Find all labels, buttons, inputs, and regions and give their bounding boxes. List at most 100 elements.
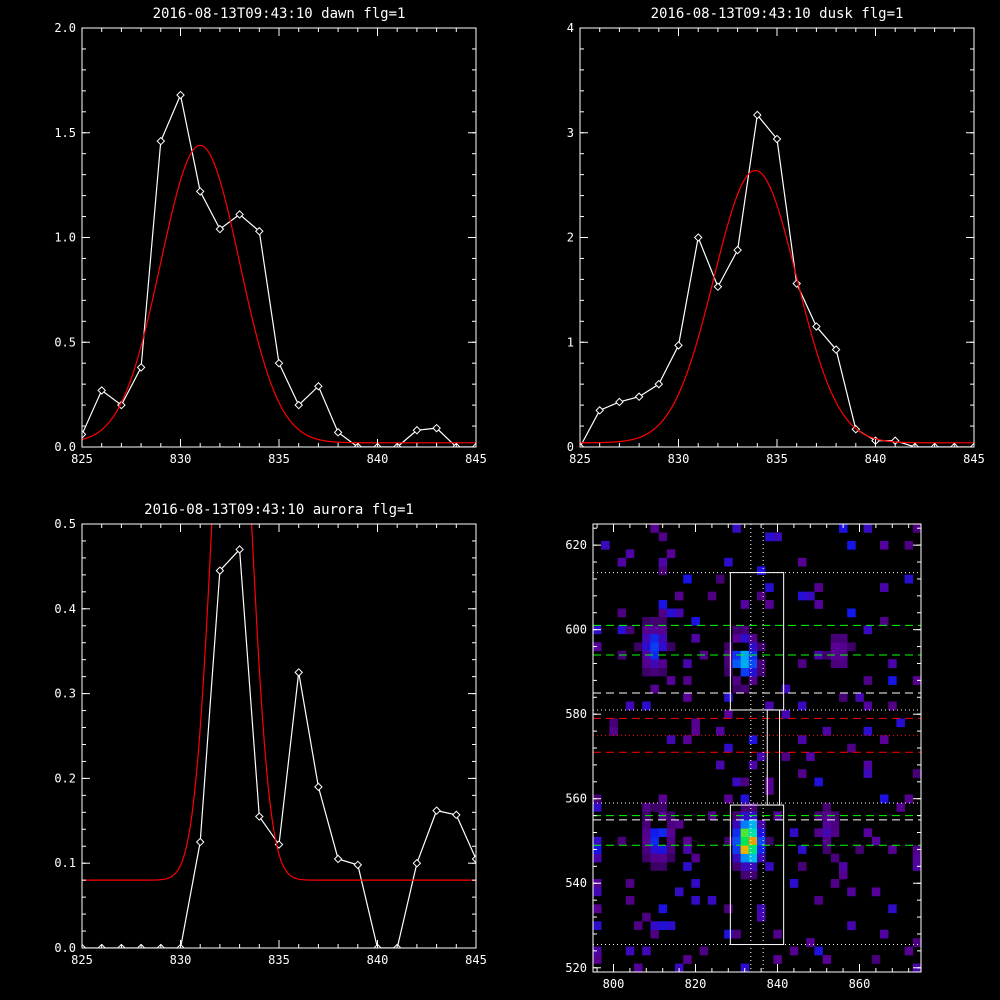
heat-pixel xyxy=(634,921,643,931)
heat-pixel xyxy=(740,794,750,804)
heat-pixel xyxy=(740,650,750,660)
heat-pixel xyxy=(863,524,873,533)
data-point xyxy=(82,430,87,439)
dusk-plot: 825 830 835 840 845 0 1 2 3 4 2016-08-13T09:43:10 … xyxy=(567,6,985,466)
heat-pixel xyxy=(642,828,651,838)
heat-pixel xyxy=(650,659,659,668)
heat-pixel xyxy=(658,642,668,652)
heat-pixel xyxy=(847,642,856,652)
x-tick-label: 835 xyxy=(766,452,788,466)
heat-pixel xyxy=(724,667,733,677)
x-tick-label: 835 xyxy=(268,452,290,466)
heat-pixel xyxy=(863,760,873,770)
heat-pixel xyxy=(617,557,627,567)
data-point xyxy=(412,858,422,868)
heat-pixel xyxy=(658,625,668,635)
heat-pixel xyxy=(765,862,774,871)
heat-pixel xyxy=(863,769,873,778)
heat-pixel xyxy=(904,540,914,550)
heat-pixel xyxy=(666,921,676,931)
heat-pixel xyxy=(675,963,684,972)
heat-pixel xyxy=(757,591,766,601)
data-point xyxy=(195,187,205,196)
heat-pixel xyxy=(748,845,758,854)
heat-pixel xyxy=(822,836,832,846)
heat-pixel xyxy=(896,718,905,728)
heat-pixel xyxy=(609,726,618,736)
heat-pixel xyxy=(748,760,758,770)
heat-pixel xyxy=(732,633,741,643)
heat-pixel xyxy=(814,828,823,838)
heat-pixel xyxy=(732,845,741,854)
heat-pixel xyxy=(732,684,741,694)
data-point xyxy=(812,322,821,331)
heat-pixel xyxy=(650,625,659,635)
heat-pixel xyxy=(765,532,774,542)
heat-pixel xyxy=(740,828,750,838)
heat-pixel xyxy=(724,659,733,668)
heat-pixel xyxy=(683,676,692,685)
heat-pixel xyxy=(798,701,807,711)
heat-pixel xyxy=(765,583,774,592)
data-point xyxy=(82,943,87,948)
heat-pixel xyxy=(814,777,823,787)
heat-pixel xyxy=(691,726,700,736)
y-tick-label: 0.5 xyxy=(54,335,76,349)
heat-pixel xyxy=(707,895,717,905)
x-tick-label: 840 xyxy=(367,953,389,967)
heat-pixel xyxy=(912,853,921,863)
heat-pixel xyxy=(855,693,864,702)
heat-pixel xyxy=(798,769,807,778)
heat-pixel xyxy=(691,853,700,863)
heat-pixel xyxy=(880,540,889,550)
heat-pixel xyxy=(847,540,856,550)
heat-pixel xyxy=(732,929,741,939)
heat-pixel xyxy=(822,802,832,812)
heat-pixel xyxy=(781,709,791,719)
heat-pixel xyxy=(732,862,741,871)
heat-pixel xyxy=(642,836,651,846)
heat-pixel xyxy=(716,726,725,736)
chart-title: 2016-08-13T09:43:10 dusk flg=1 xyxy=(651,6,904,22)
fit-curve xyxy=(82,144,476,444)
heat-pixel xyxy=(757,642,766,652)
heat-pixel xyxy=(740,819,750,829)
heat-pixel xyxy=(880,929,889,939)
heat-pixel xyxy=(871,836,881,846)
data-point xyxy=(176,90,185,100)
heat-pixel xyxy=(642,802,651,812)
heat-pixel xyxy=(691,879,700,888)
heat-pixel xyxy=(650,616,659,626)
heat-pixel xyxy=(748,735,758,745)
y-tick-label: 620 xyxy=(565,538,587,552)
data-point xyxy=(314,782,323,792)
data-line xyxy=(82,93,476,447)
y-tick-label: 540 xyxy=(565,876,587,890)
heat-pixel xyxy=(617,608,627,618)
heat-pixel xyxy=(675,591,684,601)
heat-pixel xyxy=(830,879,840,888)
heat-pixel xyxy=(748,676,758,685)
heat-pixel xyxy=(642,946,651,956)
heat-pixel xyxy=(912,676,921,685)
heat-pixel xyxy=(888,845,897,854)
heat-pixel xyxy=(650,667,659,677)
heat-pixel xyxy=(740,633,750,643)
heat-pixel xyxy=(650,853,659,863)
heat-pixel xyxy=(732,676,741,685)
heat-pixel xyxy=(740,853,750,863)
heat-pixel xyxy=(822,811,832,821)
heat-pixel xyxy=(822,726,832,736)
heat-pixel xyxy=(757,853,766,863)
heat-pixel xyxy=(880,735,889,745)
data-point xyxy=(792,279,802,288)
heat-pixel xyxy=(748,862,758,871)
x-tick-label: 845 xyxy=(963,452,985,466)
heat-pixel xyxy=(748,659,758,668)
plot-area xyxy=(82,524,476,948)
heat-pixel xyxy=(863,676,873,685)
heat-pixel xyxy=(658,845,668,854)
heat-pixel xyxy=(830,642,840,652)
x-tick-label: 860 xyxy=(849,977,871,991)
data-point xyxy=(314,381,323,391)
